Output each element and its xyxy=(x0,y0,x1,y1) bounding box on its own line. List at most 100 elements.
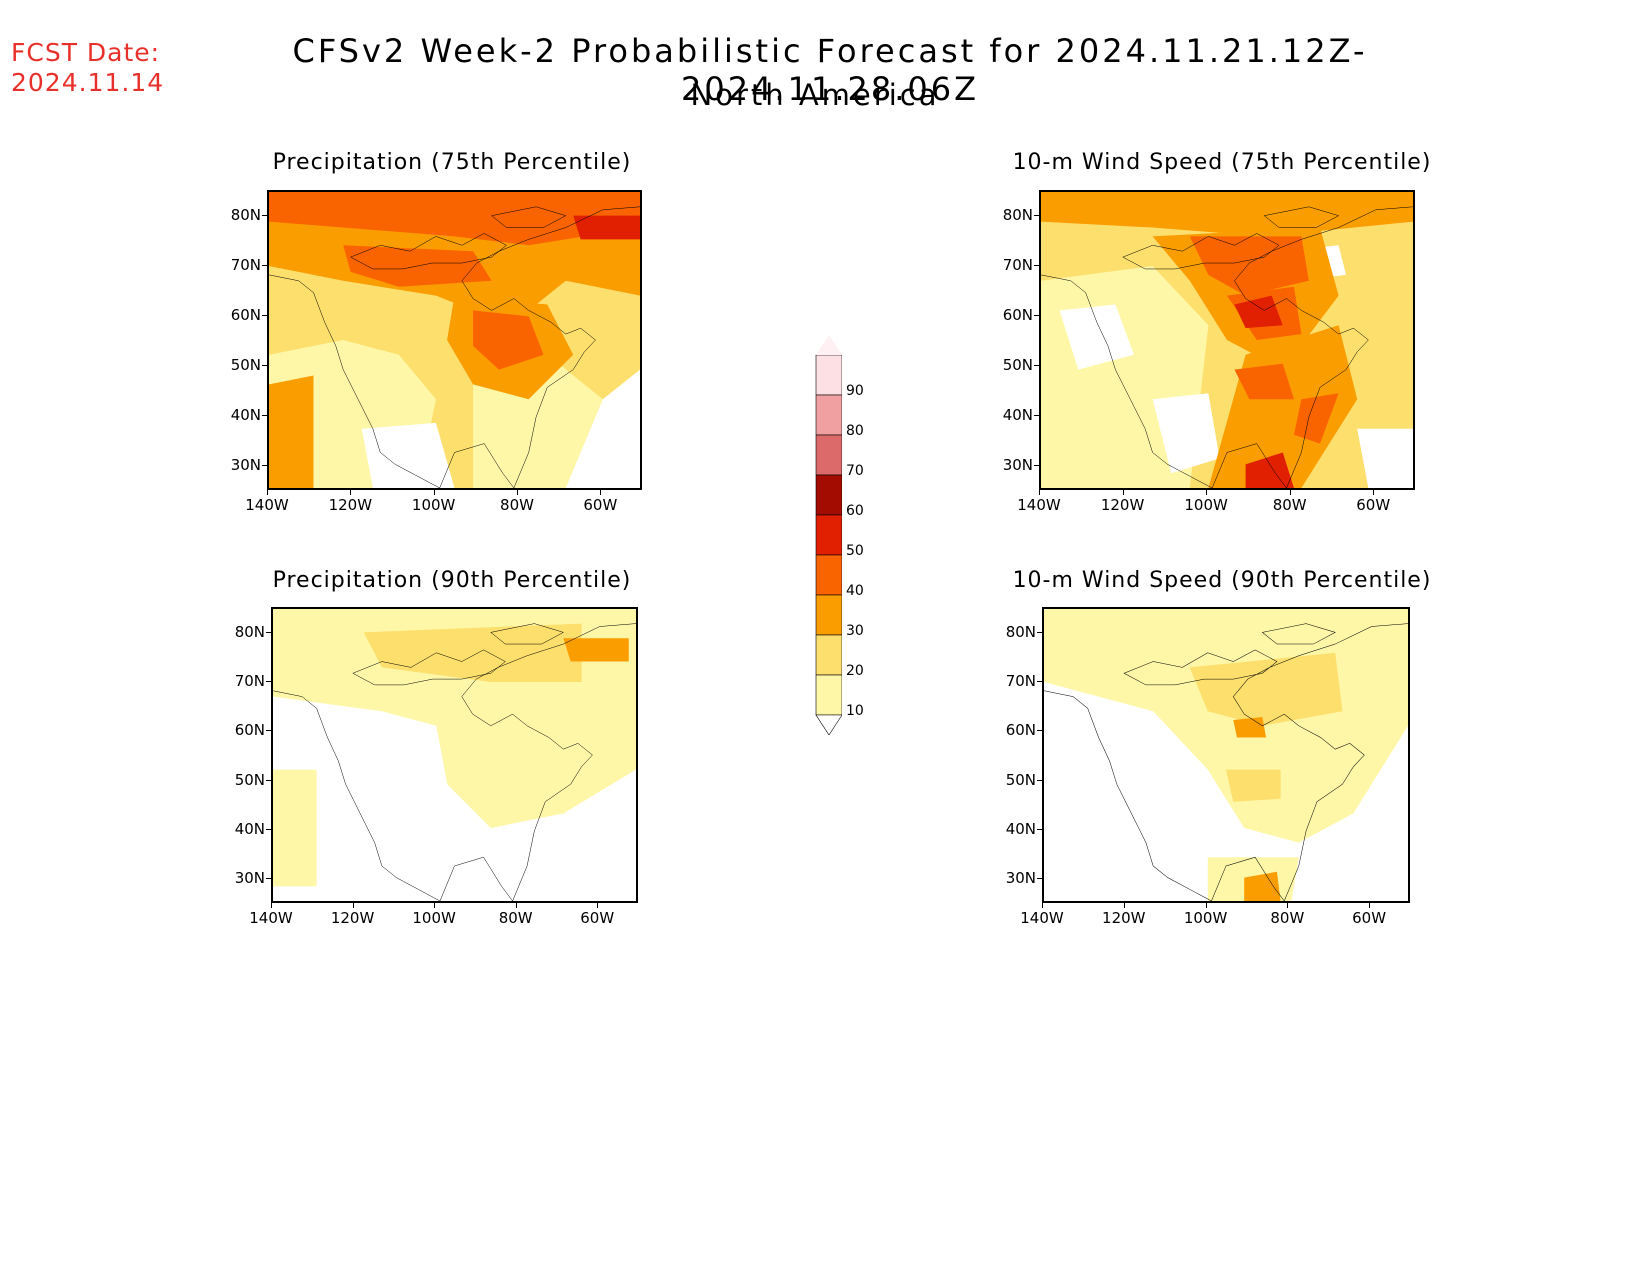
lat-tick-mark xyxy=(1034,215,1039,216)
lat-tick-mark xyxy=(262,265,267,266)
lon-tick-mark xyxy=(1287,903,1289,908)
forecast-date: FCST Date: 2024.11.14 xyxy=(11,38,164,98)
shaded-area xyxy=(269,192,640,246)
lat-tick-label: 50N xyxy=(234,770,265,789)
lon-tick-mark xyxy=(1289,490,1291,495)
lat-tick-mark xyxy=(1034,365,1039,366)
lat-tick-mark xyxy=(266,878,271,880)
colorbar-label: 60 xyxy=(846,503,864,519)
lon-tick-mark xyxy=(433,490,435,495)
lon-tick-label: 120W xyxy=(1102,909,1146,927)
lat-tick-label: 80N xyxy=(1002,206,1033,224)
lon-tick-label: 140W xyxy=(249,909,293,927)
lon-tick-mark xyxy=(1042,903,1043,908)
map-precip-90 xyxy=(271,607,638,903)
lat-tick-mark xyxy=(262,365,267,366)
panel-title-wind-90: 10-m Wind Speed (90th Percentile) xyxy=(1012,568,1432,593)
lon-tick-mark xyxy=(1039,490,1040,495)
lon-tick-label: 80W xyxy=(1272,496,1307,514)
lat-tick-mark xyxy=(266,681,271,682)
colorbar-bottom-arrow xyxy=(815,714,842,735)
lat-tick-label: 80N xyxy=(230,206,261,224)
lat-tick-label: 40N xyxy=(1005,820,1036,838)
colorbar-segment xyxy=(815,554,842,596)
main-subtitle: North America xyxy=(690,78,940,112)
lat-tick-mark xyxy=(266,779,271,781)
map-precip-75 xyxy=(267,190,642,490)
lat-tick-mark xyxy=(266,730,271,732)
lat-tick-mark xyxy=(266,829,271,830)
lon-tick-mark xyxy=(1123,903,1125,908)
shaded-area xyxy=(1226,769,1281,802)
colorbar-segment xyxy=(815,594,842,636)
lat-tick-mark xyxy=(1037,730,1042,732)
lon-tick-label: 140W xyxy=(1020,909,1064,927)
lon-tick-label: 80W xyxy=(498,909,533,927)
lat-tick-mark xyxy=(1037,681,1042,682)
shaded-area xyxy=(1244,871,1281,901)
colorbar-segment xyxy=(815,394,842,436)
lon-tick-mark xyxy=(434,903,436,908)
shaded-area xyxy=(584,434,640,488)
lon-tick-mark xyxy=(350,490,352,495)
colorbar-top-arrow xyxy=(816,335,842,355)
shaded-area xyxy=(269,375,314,488)
lon-tick-mark xyxy=(1205,903,1207,908)
lat-tick-label: 80N xyxy=(234,622,265,641)
lat-tick-label: 40N xyxy=(234,820,265,838)
colorbar-label: 80 xyxy=(846,423,864,439)
colorbar-label: 70 xyxy=(846,463,864,479)
colorbar-label: 10 xyxy=(846,703,864,719)
panel-title-precip-75: Precipitation (75th Percentile) xyxy=(272,150,632,175)
forecast-date-label: FCST Date: xyxy=(11,38,161,67)
shaded-area xyxy=(1152,393,1220,474)
panel-title-precip-90: Precipitation (90th Percentile) xyxy=(272,568,632,593)
colorbar-segment xyxy=(815,354,842,396)
lat-tick-label: 80N xyxy=(1005,622,1036,641)
lat-tick-label: 70N xyxy=(230,256,261,274)
lon-tick-mark xyxy=(517,490,518,495)
lon-tick-mark xyxy=(1373,490,1375,495)
lat-tick-mark xyxy=(1034,315,1039,316)
forecast-date-value: 2024.11.14 xyxy=(11,68,165,97)
shaded-area xyxy=(573,215,640,240)
colorbar-label: 90 xyxy=(846,383,864,399)
shaded-area xyxy=(1357,428,1413,488)
lat-tick-mark xyxy=(1037,631,1042,633)
colorbar-segment xyxy=(815,514,842,556)
lat-tick-label: 70N xyxy=(1005,672,1036,690)
colorbar-label: 30 xyxy=(846,623,864,639)
coastline xyxy=(1041,207,1413,488)
shaded-area xyxy=(473,310,544,370)
lat-tick-label: 30N xyxy=(1002,456,1033,474)
lon-tick-label: 80W xyxy=(1270,909,1305,927)
lon-tick-label: 120W xyxy=(1100,496,1145,514)
shaded-area xyxy=(1234,295,1283,329)
lat-tick-mark xyxy=(1037,779,1042,781)
colorbar-segment xyxy=(815,674,842,716)
lon-tick-label: 80W xyxy=(500,496,534,514)
lat-tick-mark xyxy=(262,465,267,466)
lat-tick-mark xyxy=(262,415,267,416)
lat-tick-mark xyxy=(1034,265,1039,266)
shaded-area xyxy=(273,769,317,887)
lon-tick-label: 100W xyxy=(1184,496,1228,514)
lat-tick-mark xyxy=(1034,465,1039,466)
shaded-area xyxy=(1189,236,1309,296)
lon-tick-mark xyxy=(597,903,599,908)
lat-tick-mark xyxy=(266,631,271,633)
lon-tick-mark xyxy=(271,903,272,908)
lon-tick-label: 60W xyxy=(580,909,615,927)
colorbar-segment xyxy=(815,634,842,676)
lon-tick-label: 100W xyxy=(1183,909,1228,927)
shaded-area xyxy=(1189,652,1343,726)
colorbar-label: 40 xyxy=(846,583,864,599)
lat-tick-mark xyxy=(1037,829,1042,830)
shaded-area xyxy=(1234,363,1294,400)
lat-tick-label: 60N xyxy=(1002,306,1033,324)
lat-tick-label: 30N xyxy=(234,869,265,888)
lon-tick-label: 60W xyxy=(583,496,618,514)
shaded-area xyxy=(363,623,582,682)
shaded-area xyxy=(1233,717,1267,738)
lat-tick-label: 40N xyxy=(1002,406,1033,424)
